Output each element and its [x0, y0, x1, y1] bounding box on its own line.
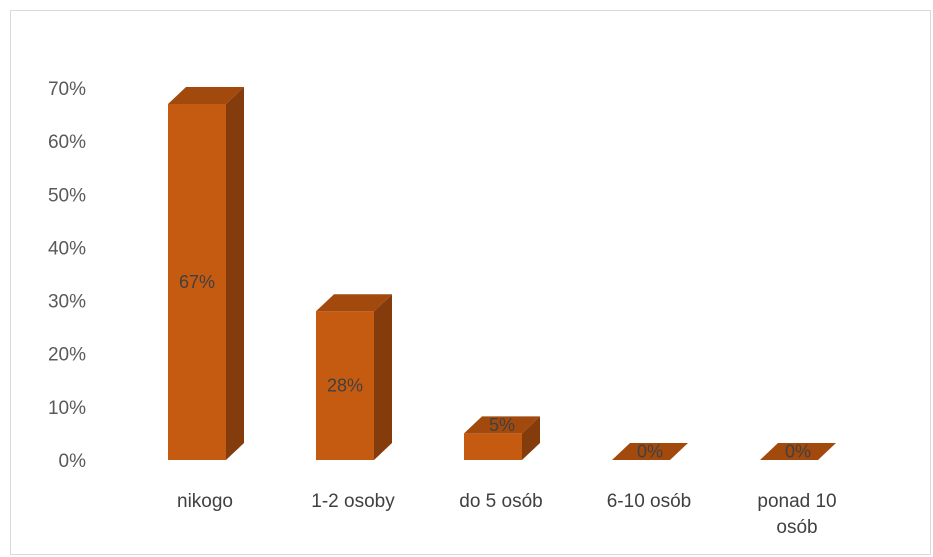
x-category-label: nikogo: [177, 491, 233, 512]
bar-ponad-10-osób: [760, 443, 836, 460]
data-label: 0%: [637, 442, 663, 462]
x-category-label: 6-10 osób: [607, 491, 692, 512]
y-axis: 0% 10% 20% 30% 40% 50% 60% 70%: [48, 79, 86, 472]
bar-front-face: [168, 103, 226, 460]
bars-group: [168, 86, 836, 460]
bar-front-face: [464, 433, 522, 460]
x-category-label: ponad 10 osób: [757, 491, 836, 538]
bar-top-face: [316, 294, 392, 312]
y-tick-label: 30%: [48, 292, 86, 313]
y-tick-label: 0%: [59, 451, 87, 472]
y-tick-label: 40%: [48, 238, 86, 259]
y-tick-label: 70%: [48, 79, 86, 100]
bar-nikogo: [168, 86, 244, 460]
y-tick-label: 20%: [48, 345, 86, 366]
bar-side-face: [226, 86, 244, 460]
bar-6-10-osób: [612, 443, 688, 460]
bar-top-face: [612, 443, 688, 460]
bar-1-2-osoby: [316, 294, 392, 460]
bar-side-face: [374, 294, 392, 460]
data-label: 0%: [785, 442, 811, 462]
x-category-label: do 5 osób: [459, 491, 542, 512]
data-label: 5%: [489, 415, 515, 435]
data-labels-group: 67% 28% 5% 0% 0%: [179, 272, 811, 462]
y-tick-label: 60%: [48, 132, 86, 153]
chart-frame: [10, 10, 931, 555]
bar-do-5-osób: [464, 416, 540, 460]
bar-top-face: [464, 416, 540, 434]
x-category-label: 1-2 osoby: [311, 491, 395, 512]
bar-top-face: [168, 86, 244, 104]
bar-side-face: [522, 416, 540, 460]
x-axis: nikogo 1-2 osoby do 5 osób 6-10 osób ponad 1…: [177, 491, 837, 538]
bar-top-face: [760, 443, 836, 460]
data-label: 67%: [179, 272, 215, 292]
data-label: 28%: [327, 376, 363, 396]
y-tick-label: 50%: [48, 185, 86, 206]
bar-front-face: [316, 311, 374, 460]
y-tick-label: 10%: [48, 398, 86, 419]
